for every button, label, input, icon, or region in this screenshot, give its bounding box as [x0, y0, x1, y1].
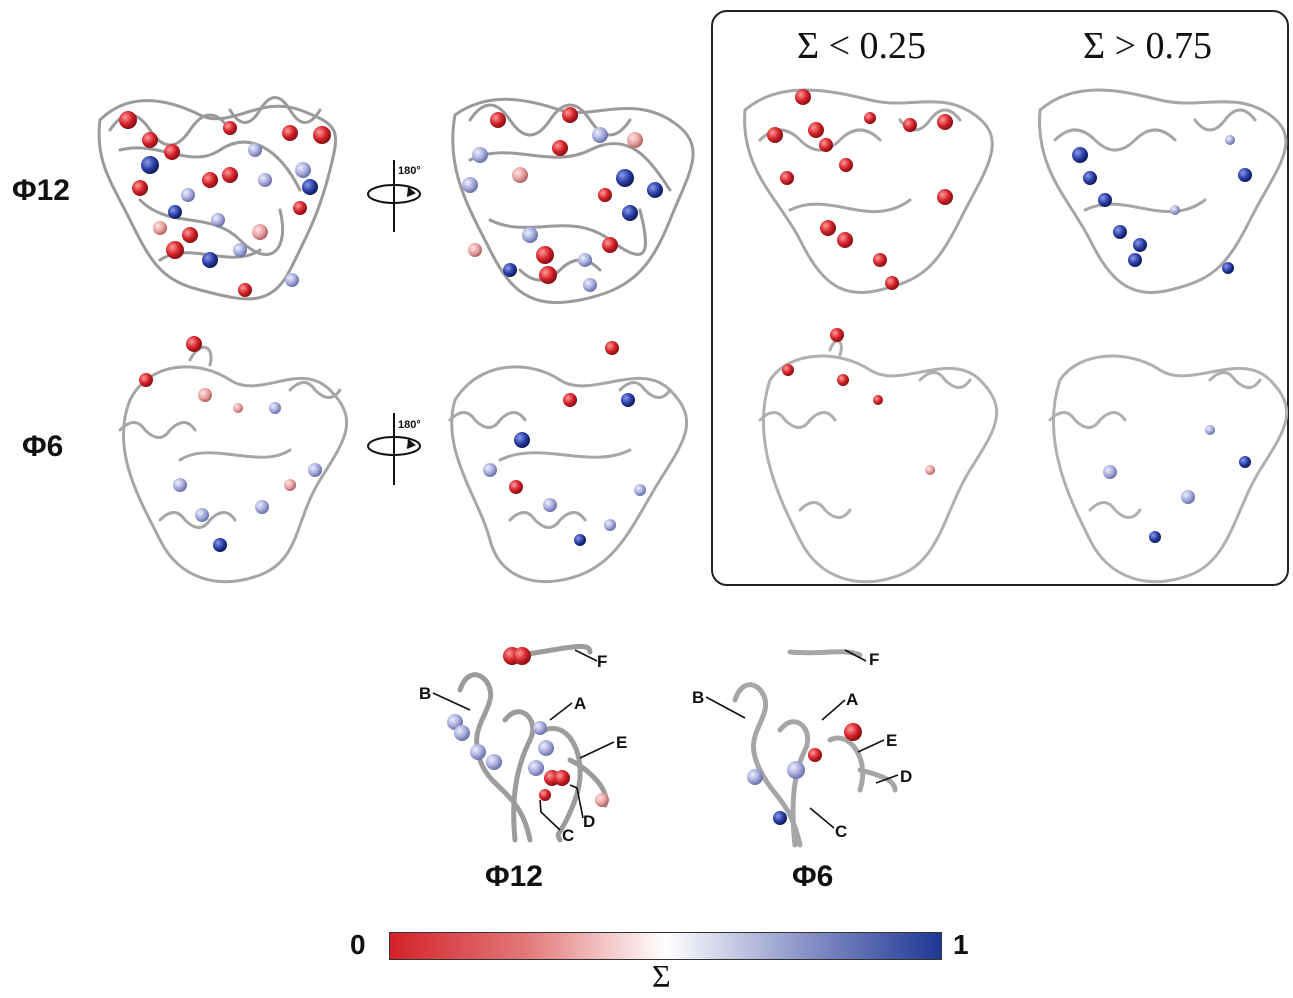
detail-label-phi6: Φ6 [792, 860, 834, 893]
detail-domain-phi6 [705, 649, 899, 848]
row-label-phi12: Φ12 [12, 174, 70, 207]
structure-phi6-back [448, 365, 689, 583]
structure-inset-low-phi12 [743, 88, 994, 295]
row-label-phi6: Φ6 [22, 430, 64, 463]
callout-e-right: E [886, 731, 898, 750]
rotation-label-top: 180° [398, 165, 421, 177]
callout-b-left: B [419, 684, 432, 703]
rotation-axis-top [367, 160, 421, 232]
callout-f-left: F [597, 652, 608, 671]
structure-phi12-front [97, 96, 337, 301]
structure-phi6-front [118, 346, 349, 583]
callout-c-right: C [835, 822, 848, 841]
callout-a-right: A [846, 690, 859, 709]
sigma-colorbar [389, 932, 942, 960]
spheres-inset-high [1072, 135, 1252, 543]
structure-inset-high-phi6 [1048, 354, 1289, 583]
callout-d-right: D [900, 767, 913, 786]
spheres-phi12-front [119, 111, 331, 297]
colorbar-min-label: 0 [350, 929, 366, 960]
inset-col-high-title: Σ > 0.75 [1083, 25, 1213, 67]
structure-inset-high-phi12 [1038, 88, 1288, 295]
detail-label-phi12: Φ12 [485, 860, 543, 893]
rotation-label-bottom: 180° [398, 419, 421, 431]
callout-b-right: B [692, 688, 705, 707]
callout-a-left: A [574, 694, 587, 713]
inset-panel [711, 10, 1289, 586]
callout-e-left: E [616, 733, 628, 752]
inset-col-low-title: Σ < 0.25 [797, 25, 927, 67]
spheres-inset-low [767, 89, 953, 475]
rotation-axis-bottom [367, 413, 421, 485]
structure-phi12-back [451, 97, 695, 305]
callout-f-right: F [869, 650, 880, 669]
structure-inset-low-phi6 [758, 339, 999, 583]
colorbar-axis-label: Σ [652, 958, 671, 994]
spheres-phi6-front [139, 336, 322, 552]
spheres-phi6-back [483, 341, 646, 546]
colorbar-max-label: 1 [953, 929, 969, 960]
spheres-phi12-back [462, 107, 663, 292]
callout-d-left: D [583, 812, 596, 831]
callout-c-left: C [562, 826, 575, 845]
detail-domain-phi12 [432, 643, 615, 843]
